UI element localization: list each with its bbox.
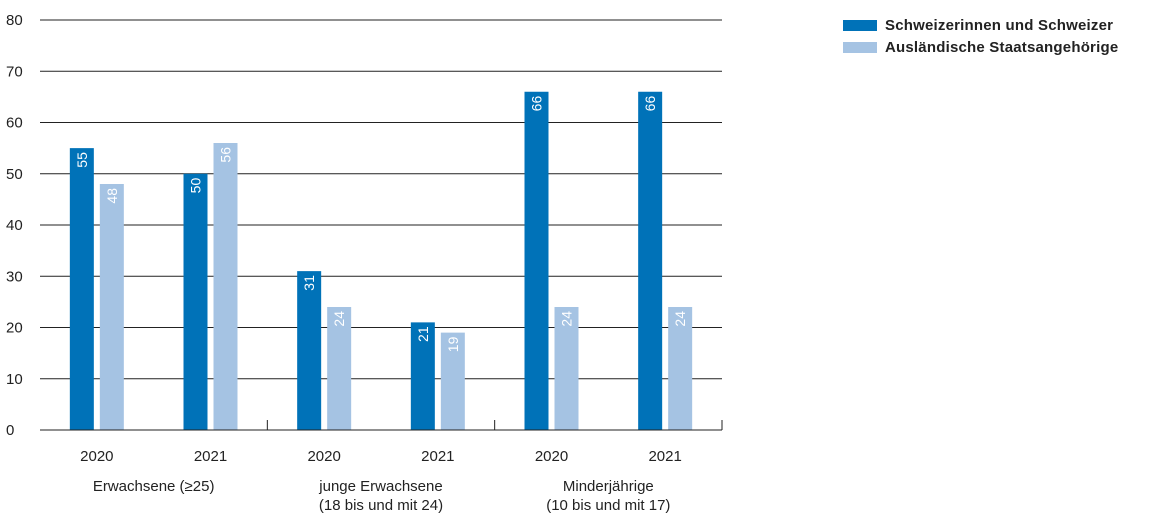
- legend-swatch-swiss: [843, 19, 877, 31]
- y-tick-label: 80: [6, 12, 23, 29]
- bar: [327, 307, 352, 430]
- x-group-label: (18 bis und mit 24): [319, 497, 443, 514]
- bar: [554, 307, 579, 430]
- x-tick-label-year: 2021: [194, 448, 227, 465]
- bar-value-label: 24: [672, 311, 688, 327]
- legend-label-swiss: Schweizerinnen und Schweizer: [885, 16, 1114, 34]
- y-axis: 0 10 20 30 40 50 60 70 80: [6, 12, 23, 439]
- bar: [410, 322, 435, 430]
- legend-swatch-foreign: [843, 41, 877, 53]
- y-tick-label: 40: [6, 217, 23, 234]
- bar: [668, 307, 693, 430]
- x-tick-label-year: 2021: [421, 448, 454, 465]
- x-tick-label-year: 2020: [307, 448, 340, 465]
- x-axis: 2020 2021 Erwachsene (≥25) 2020 2021 junge Er…: [40, 420, 723, 514]
- bar-value-label: 21: [415, 326, 431, 342]
- y-tick-label: 20: [6, 320, 23, 337]
- bar-value-label: 19: [445, 336, 461, 352]
- bar: [440, 332, 465, 430]
- bar: [297, 271, 322, 430]
- x-tick-label-year: 2020: [80, 448, 113, 465]
- x-tick-label-year: 2020: [535, 448, 568, 465]
- bars: 55 48 50 56 31 24 21 19 66 24 66 24: [69, 91, 693, 430]
- y-tick-label: 50: [6, 166, 23, 183]
- bar-value-label: 24: [331, 311, 347, 327]
- bar-value-label: 66: [529, 96, 545, 112]
- bar-value-label: 66: [642, 96, 658, 112]
- gridlines: [40, 19, 722, 380]
- bar-value-label: 50: [188, 178, 204, 194]
- y-tick-label: 30: [6, 268, 23, 285]
- bar-value-label: 55: [74, 152, 90, 168]
- bar-value-label: 24: [559, 311, 575, 327]
- bar-value-label: 56: [218, 147, 234, 163]
- x-tick-label-year: 2021: [648, 448, 681, 465]
- x-group-label: Erwachsene (≥25): [93, 478, 215, 495]
- bar: [183, 173, 208, 430]
- bar: [524, 91, 549, 430]
- x-group-label: Minderjährige: [563, 478, 654, 495]
- legend-label-foreign: Ausländische Staatsangehörige: [885, 38, 1119, 56]
- bar: [99, 184, 124, 430]
- bar-value-label: 48: [104, 188, 120, 204]
- bar-value-label: 31: [301, 275, 317, 291]
- bar: [69, 148, 94, 430]
- legend-item-swiss: Schweizerinnen und Schweizer: [843, 14, 1118, 36]
- bar: [213, 143, 238, 430]
- y-tick-label: 10: [6, 371, 23, 388]
- legend-item-foreign: Ausländische Staatsangehörige: [843, 36, 1118, 58]
- legend: Schweizerinnen und Schweizer Ausländisch…: [843, 14, 1118, 58]
- y-tick-label: 0: [6, 422, 14, 439]
- y-tick-label: 70: [6, 63, 23, 80]
- x-group-label: junge Erwachsene: [318, 478, 442, 495]
- y-tick-label: 60: [6, 115, 23, 132]
- x-group-label: (10 bis und mit 17): [546, 497, 670, 514]
- bar: [638, 91, 663, 430]
